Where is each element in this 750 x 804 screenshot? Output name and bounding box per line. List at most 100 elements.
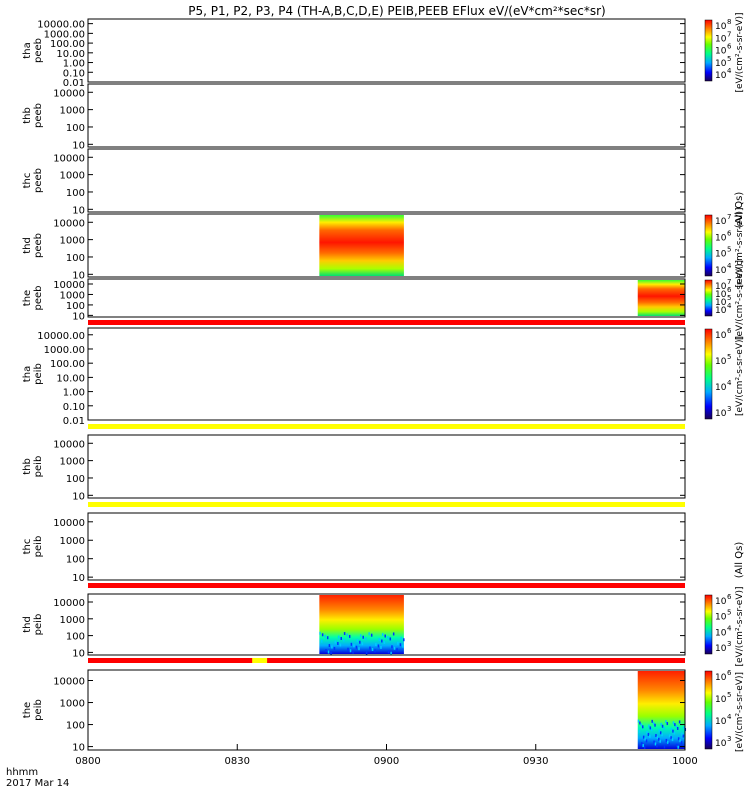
colorbar-tick-label: 10 — [715, 250, 727, 260]
chart-title: P5, P1, P2, P3, P4 (TH-A,B,C,D,E) PEIB,P… — [188, 4, 605, 18]
colorbar-tick-label: 10 — [715, 597, 727, 607]
y-tick-label: 0.10 — [63, 402, 85, 413]
colorbar-tick-exponent: 4 — [727, 302, 732, 310]
spectrogram-pixel — [397, 641, 399, 645]
spectrogram-pixel — [375, 643, 377, 647]
y-axis-label-probe: thc — [22, 539, 33, 555]
spectrogram-pixel — [656, 735, 659, 739]
colorbar-scale — [704, 214, 713, 277]
colorbar-label: [eV/(cm²-s-sr-eV)] — [735, 12, 745, 92]
y-tick-label: 100 — [66, 301, 85, 312]
spectrogram-pixel — [355, 645, 358, 649]
y-axis-label-species: peib — [33, 614, 44, 636]
panel-frame — [87, 593, 686, 656]
panel-frame — [87, 148, 686, 213]
spectrogram-pixel — [655, 734, 657, 738]
spectrogram-pixel — [346, 633, 348, 637]
colorbar-tick-exponent: 5 — [727, 353, 731, 361]
spectrogram-pixel — [679, 739, 681, 743]
colorbar-tick-exponent: 5 — [727, 246, 731, 254]
colorbar-tick-exponent: 6 — [727, 669, 732, 677]
flag-bar — [88, 583, 685, 588]
spectrogram-pixel — [654, 723, 656, 727]
y-tick-label: 1000 — [60, 615, 85, 626]
spectrogram-pixel — [667, 740, 669, 744]
spectrogram-pixel — [380, 645, 382, 649]
spectrogram-pixel — [384, 634, 386, 638]
spectrogram-pixel — [358, 647, 360, 651]
y-axis-label-species: peeb — [33, 286, 44, 311]
spectrogram-pixel — [672, 721, 675, 725]
y-axis-label-probe: the — [22, 702, 33, 718]
spectrogram-pixel — [365, 651, 368, 655]
y-tick-label: 1000 — [60, 699, 85, 710]
spectrogram-pixel — [353, 644, 355, 648]
y-tick-label: 10000 — [53, 88, 85, 99]
y-tick-label: 10 — [72, 743, 85, 754]
spectrogram-pixel — [637, 719, 640, 723]
y-tick-label: 0.01 — [63, 78, 85, 89]
spectrogram-pixel — [661, 724, 664, 728]
spectrogram-pixel — [643, 745, 646, 749]
spectrogram-pixel — [638, 729, 641, 733]
flag-bars — [88, 320, 685, 663]
spectrogram-pixel — [650, 728, 653, 732]
y-tick-label: 100 — [66, 632, 85, 643]
y-tick-label: 1000 — [60, 290, 85, 301]
spectrogram-pixel — [389, 637, 392, 641]
colorbar-tick-exponent: 6 — [727, 286, 732, 294]
colorbar-scale — [704, 670, 713, 750]
spectrogram-pixel — [362, 635, 364, 639]
colorbar-tick-label: 10 — [715, 34, 727, 44]
spectrogram-pixel — [368, 632, 370, 636]
spectrogram-pixel — [325, 649, 327, 653]
spectrogram-pixel — [386, 635, 389, 639]
colorbar-scale — [704, 594, 713, 655]
spectrogram-pixel — [365, 637, 367, 641]
spectrogram-pixel — [378, 638, 381, 642]
colorbar-tick-label: 10 — [715, 613, 727, 623]
spectrogram-pixel — [333, 646, 336, 650]
colorbar-tick-label: 10 — [715, 71, 727, 81]
y-tick-label: 0.01 — [63, 416, 85, 427]
colorbar-tick-label: 10 — [715, 717, 727, 727]
y-tick-label: 10000 — [53, 218, 85, 229]
spectrogram-pixel — [347, 647, 349, 651]
spectrogram-pixel — [665, 720, 667, 724]
y-tick-label: 100 — [66, 721, 85, 732]
spectrogram-pixel — [350, 642, 353, 646]
y-tick-label: 10 — [72, 140, 85, 151]
spectrogram-pixel — [326, 636, 329, 640]
spectrogram-pixel — [392, 632, 395, 636]
spectrogram-pixel — [396, 648, 398, 652]
colorbar-tick-label: 10 — [715, 217, 727, 227]
spectrogram-pixel — [330, 651, 332, 655]
y-tick-label: 100 — [66, 123, 85, 134]
colorbar-tick-exponent: 3 — [727, 405, 731, 413]
time-axis-label: hhmm — [6, 767, 38, 778]
spectrogram-pixel — [675, 725, 678, 729]
spectrogram-pixel — [403, 638, 405, 642]
y-tick-label: 0.10 — [63, 68, 85, 79]
spectrogram-pixel — [359, 640, 361, 644]
colorbar-tick-exponent: 4 — [727, 67, 732, 75]
y-axis-label-species: peib — [33, 456, 44, 478]
spectrogram-pixel — [390, 651, 392, 655]
x-tick-label: 0900 — [374, 756, 399, 767]
colorbar-tick-label: 10 — [715, 644, 727, 654]
spectrogram-pixel — [668, 734, 671, 738]
panel-frame — [87, 18, 686, 83]
colorbar-tick-exponent: 4 — [727, 379, 732, 387]
spectrogram-pixel — [639, 721, 641, 725]
colorbar-label: [eV/(cm²-s-sr-eV)] — [735, 586, 745, 666]
spectrogram-pixel — [676, 743, 678, 747]
colorbar-tick-exponent: 6 — [727, 593, 732, 601]
colorbar-tick-exponent: 5 — [727, 691, 731, 699]
colorbar-label: [eV/(cm²-s-sr-eV)] — [735, 260, 745, 340]
